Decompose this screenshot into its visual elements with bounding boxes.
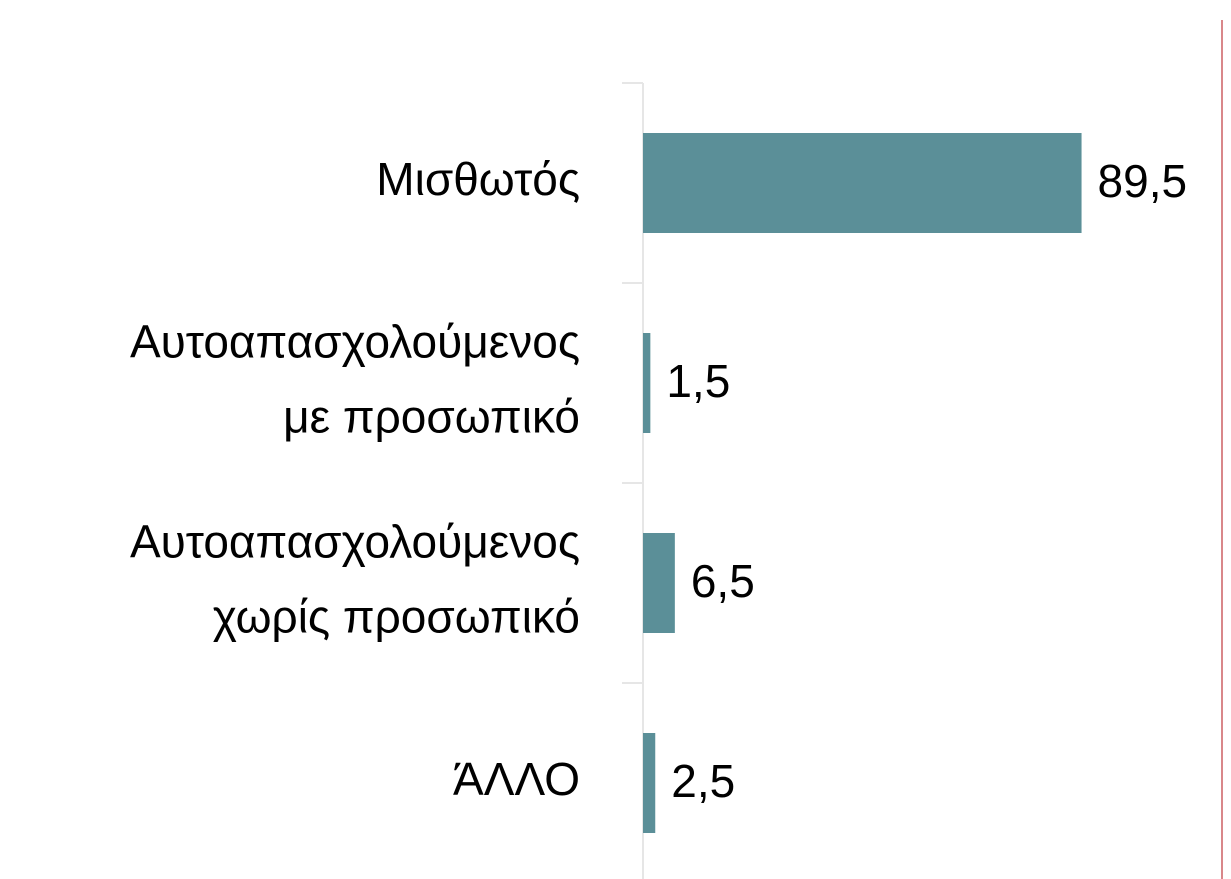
y-tick-label: με προσωπικό xyxy=(283,391,580,443)
value-label: 1,5 xyxy=(666,355,730,407)
y-tick-label: χωρίς προσωπικό xyxy=(213,591,580,643)
value-label: 2,5 xyxy=(671,755,735,807)
bar xyxy=(643,133,1082,233)
y-tick-label: ΆΛΛΟ xyxy=(453,753,580,805)
value-label: 89,5 xyxy=(1098,155,1188,207)
value-label: 6,5 xyxy=(691,555,755,607)
bar xyxy=(643,533,675,633)
y-tick-label: Αυτοαπασχολούμενος xyxy=(130,316,580,368)
y-tick-label: Αυτοαπασχολούμενος xyxy=(130,516,580,568)
y-tick-label: Μισθωτός xyxy=(376,153,580,205)
bar xyxy=(643,333,651,433)
bar xyxy=(643,733,656,833)
